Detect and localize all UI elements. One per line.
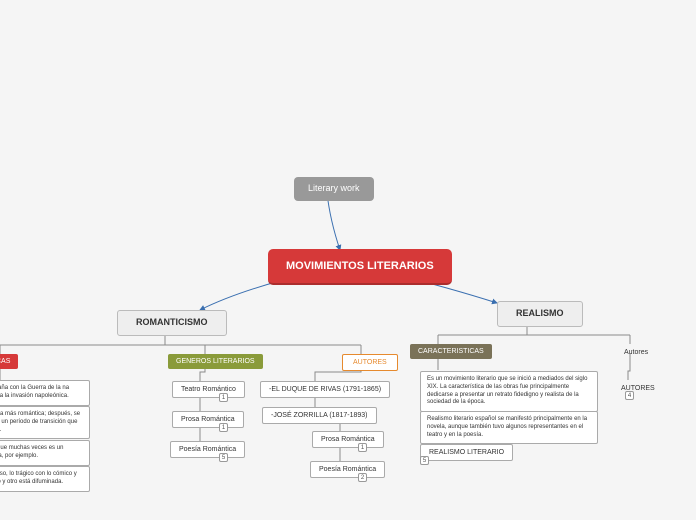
autor-poesia-badge[interactable]: 2: [358, 473, 367, 482]
root-node[interactable]: MOVIMIENTOS LITERARIOS: [268, 249, 452, 285]
real-caract-text2: Realismo literario español se manifestó …: [420, 411, 598, 444]
real-caract-t1: Es un movimiento literario que se inició…: [427, 376, 587, 405]
zorrilla-label: -JOSÉ ZORRILLA (1817-1893): [271, 412, 368, 419]
poesia-label: Poesía Romántica: [179, 446, 236, 453]
rom-cat-generos[interactable]: GENEROS LITERARIOS: [168, 354, 263, 369]
autor-prosa-label: Prosa Romántica: [321, 436, 375, 443]
rom-caract-text4: a prosa con el verso, lo trágico con lo …: [0, 466, 90, 492]
poesia-badge[interactable]: 5: [219, 453, 228, 462]
parent-node-literary-work[interactable]: Literary work: [294, 177, 374, 201]
teatro-badge[interactable]: 1: [219, 393, 228, 402]
rom-cat-autores-label: AUTORES: [353, 359, 387, 366]
rom-caract-t1: comienza en España con la Guerra de la n…: [0, 385, 69, 399]
real-cat-autores-box[interactable]: AUTORES: [615, 380, 661, 397]
autor-prosa-badge[interactable]: 1: [358, 443, 367, 452]
real-realismo-lit-label: REALISMO LITERARIO: [429, 449, 504, 456]
rom-caract-t3: figura del héroe, que muchas veces es un…: [0, 445, 63, 459]
rom-caract-text1: comienza en España con la Guerra de la n…: [0, 380, 90, 406]
parent-label: Literary work: [308, 183, 360, 193]
rom-caract-t2: de 1833-1844 es la más romántica; despué…: [0, 411, 80, 433]
autor-prosa-badge-val: 1: [361, 445, 364, 451]
branch-realismo-label: REALISMO: [516, 308, 564, 318]
teatro-badge-val: 1: [222, 395, 225, 401]
rom-caract-text2: de 1833-1844 es la más romántica; despué…: [0, 406, 90, 439]
real-realismo-lit-badge[interactable]: 5: [420, 456, 429, 465]
autor-poesia-label: Poesía Romántica: [319, 466, 376, 473]
branch-realismo[interactable]: REALISMO: [497, 301, 583, 327]
rom-caract-text3: figura del héroe, que muchas veces es un…: [0, 440, 90, 466]
rom-autor-zorrilla[interactable]: -JOSÉ ZORRILLA (1817-1893): [262, 407, 377, 424]
real-cat-autores-plain[interactable]: Autores: [618, 344, 654, 361]
real-autores-badge-val: 4: [628, 393, 631, 399]
branch-romanticismo-label: ROMANTICISMO: [136, 317, 208, 327]
rom-cat-caracteristicas[interactable]: CAS: [0, 354, 18, 369]
rom-cat-caract-label: CAS: [0, 358, 10, 365]
rom-autor-poesia[interactable]: Poesía Romántica: [310, 461, 385, 478]
duque-label: -EL DUQUE DE RIVAS (1791-1865): [269, 386, 381, 393]
branch-romanticismo[interactable]: ROMANTICISMO: [117, 310, 227, 336]
prosa-badge[interactable]: 1: [219, 423, 228, 432]
real-cat-caract-label: CARACTERISTICAS: [418, 348, 484, 355]
real-cat-caracteristicas[interactable]: CARACTERISTICAS: [410, 344, 492, 359]
rom-genero-poesia[interactable]: Poesía Romántica: [170, 441, 245, 458]
real-autores-badge[interactable]: 4: [625, 391, 634, 400]
rom-cat-generos-label: GENEROS LITERARIOS: [176, 358, 255, 365]
real-caract-text1: Es un movimiento literario que se inició…: [420, 371, 598, 412]
root-label: MOVIMIENTOS LITERARIOS: [286, 260, 434, 272]
rom-cat-autores[interactable]: AUTORES: [342, 354, 398, 371]
real-autores-plain-label: Autores: [624, 349, 648, 356]
rom-autor-duque[interactable]: -EL DUQUE DE RIVAS (1791-1865): [260, 381, 390, 398]
real-caract-t2: Realismo literario español se manifestó …: [427, 416, 587, 438]
autor-poesia-badge-val: 2: [361, 475, 364, 481]
teatro-label: Teatro Romántico: [181, 386, 236, 393]
prosa-label: Prosa Romántica: [181, 416, 235, 423]
real-realismo-lit-badge-val: 5: [423, 458, 426, 464]
prosa-badge-val: 1: [222, 425, 225, 431]
rom-genero-teatro[interactable]: Teatro Romántico: [172, 381, 245, 398]
real-caract-realismo-lit[interactable]: REALISMO LITERARIO: [420, 444, 513, 461]
rom-genero-prosa[interactable]: Prosa Romántica: [172, 411, 244, 428]
poesia-badge-val: 5: [222, 455, 225, 461]
rom-autor-prosa[interactable]: Prosa Romántica: [312, 431, 384, 448]
rom-caract-t4: a prosa con el verso, lo trágico con lo …: [0, 471, 77, 485]
